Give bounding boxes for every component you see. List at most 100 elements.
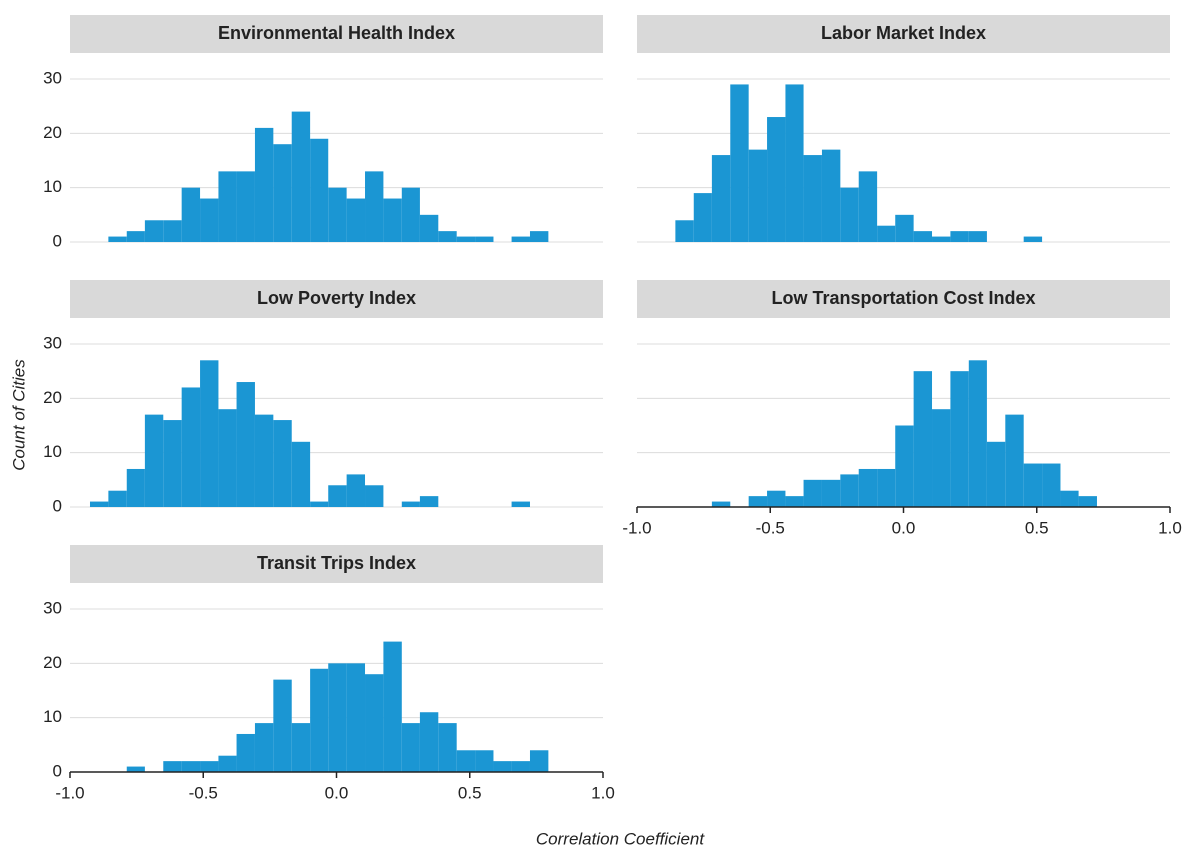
bar — [748, 496, 768, 507]
bar — [711, 501, 731, 507]
bar — [913, 231, 933, 242]
bar — [968, 360, 987, 507]
bar — [328, 485, 347, 507]
y-tick-label: 10 — [43, 707, 62, 726]
strip — [637, 280, 1170, 318]
y-tick-label: 30 — [43, 598, 62, 617]
bar — [932, 409, 951, 507]
y-tick-label: 20 — [43, 653, 62, 672]
bar — [310, 138, 329, 242]
bar — [803, 155, 822, 242]
bar — [291, 723, 311, 772]
y-tick-label: 30 — [43, 333, 62, 352]
panel-title: Low Poverty Index — [257, 288, 416, 308]
bar — [291, 441, 311, 507]
bar — [493, 761, 512, 772]
bar — [163, 420, 182, 507]
bar — [401, 501, 420, 507]
bar — [328, 663, 347, 772]
x-tick-label: 0.5 — [458, 783, 482, 802]
bar — [273, 679, 292, 772]
bar — [711, 155, 731, 242]
y-tick-label: 0 — [53, 496, 62, 515]
bar — [511, 501, 530, 507]
bar — [693, 193, 712, 242]
bar — [511, 761, 530, 772]
panel-title: Environmental Health Index — [218, 23, 455, 43]
x-tick-label: 0.5 — [1025, 518, 1049, 537]
bar — [675, 220, 694, 242]
bar — [858, 171, 878, 242]
bar — [310, 501, 329, 507]
strip — [70, 545, 603, 583]
bar — [1060, 490, 1079, 507]
bar — [456, 236, 476, 242]
bar — [365, 674, 384, 772]
bar — [310, 668, 329, 772]
bar — [365, 171, 384, 242]
bar — [840, 474, 859, 507]
x-tick-label: 1.0 — [1158, 518, 1182, 537]
bar — [181, 761, 201, 772]
bar — [126, 468, 145, 507]
y-tick-label: 0 — [53, 231, 62, 250]
bar — [218, 755, 237, 772]
bar — [456, 750, 476, 772]
y-tick-label: 10 — [43, 442, 62, 461]
x-tick-label: -0.5 — [756, 518, 785, 537]
bar — [913, 371, 933, 507]
bar — [328, 187, 347, 242]
x-tick-label: -1.0 — [55, 783, 84, 802]
bar — [181, 187, 201, 242]
bar — [163, 761, 182, 772]
bar — [144, 220, 164, 242]
x-tick-label: -0.5 — [189, 783, 218, 802]
bar — [840, 187, 859, 242]
strip — [70, 15, 603, 53]
bar — [895, 425, 914, 507]
y-tick-label: 10 — [43, 177, 62, 196]
y-axis-title: Count of Cities — [9, 359, 28, 471]
bar — [273, 420, 292, 507]
bar — [785, 84, 804, 242]
bar — [89, 501, 109, 507]
bar — [950, 231, 969, 242]
bar — [419, 712, 439, 772]
bar — [767, 117, 786, 242]
bar — [419, 214, 439, 242]
bar — [529, 750, 549, 772]
bar — [986, 441, 1006, 507]
bar — [858, 468, 878, 507]
bar — [419, 496, 439, 507]
bar — [108, 236, 127, 242]
y-tick-label: 20 — [43, 123, 62, 142]
y-tick-label: 20 — [43, 388, 62, 407]
x-tick-label: 1.0 — [591, 783, 615, 802]
bar — [163, 220, 182, 242]
bar — [821, 149, 841, 242]
bar — [1078, 496, 1097, 507]
panel-title: Low Transportation Cost Index — [771, 288, 1035, 308]
bar — [968, 231, 987, 242]
bar — [475, 750, 494, 772]
bar — [877, 468, 896, 507]
bar — [108, 490, 127, 507]
bar — [144, 414, 164, 507]
bar — [950, 371, 969, 507]
bar — [126, 766, 145, 772]
panel-title: Transit Trips Index — [257, 553, 416, 573]
bar — [236, 382, 255, 507]
bar — [877, 225, 896, 242]
bar — [236, 171, 255, 242]
strip — [70, 280, 603, 318]
bar — [529, 231, 549, 242]
bar — [1023, 463, 1043, 507]
bar — [273, 144, 292, 242]
bar — [254, 414, 274, 507]
bar — [401, 187, 420, 242]
bar — [383, 641, 402, 772]
bar — [346, 474, 366, 507]
bar — [200, 761, 219, 772]
bar — [438, 723, 457, 772]
